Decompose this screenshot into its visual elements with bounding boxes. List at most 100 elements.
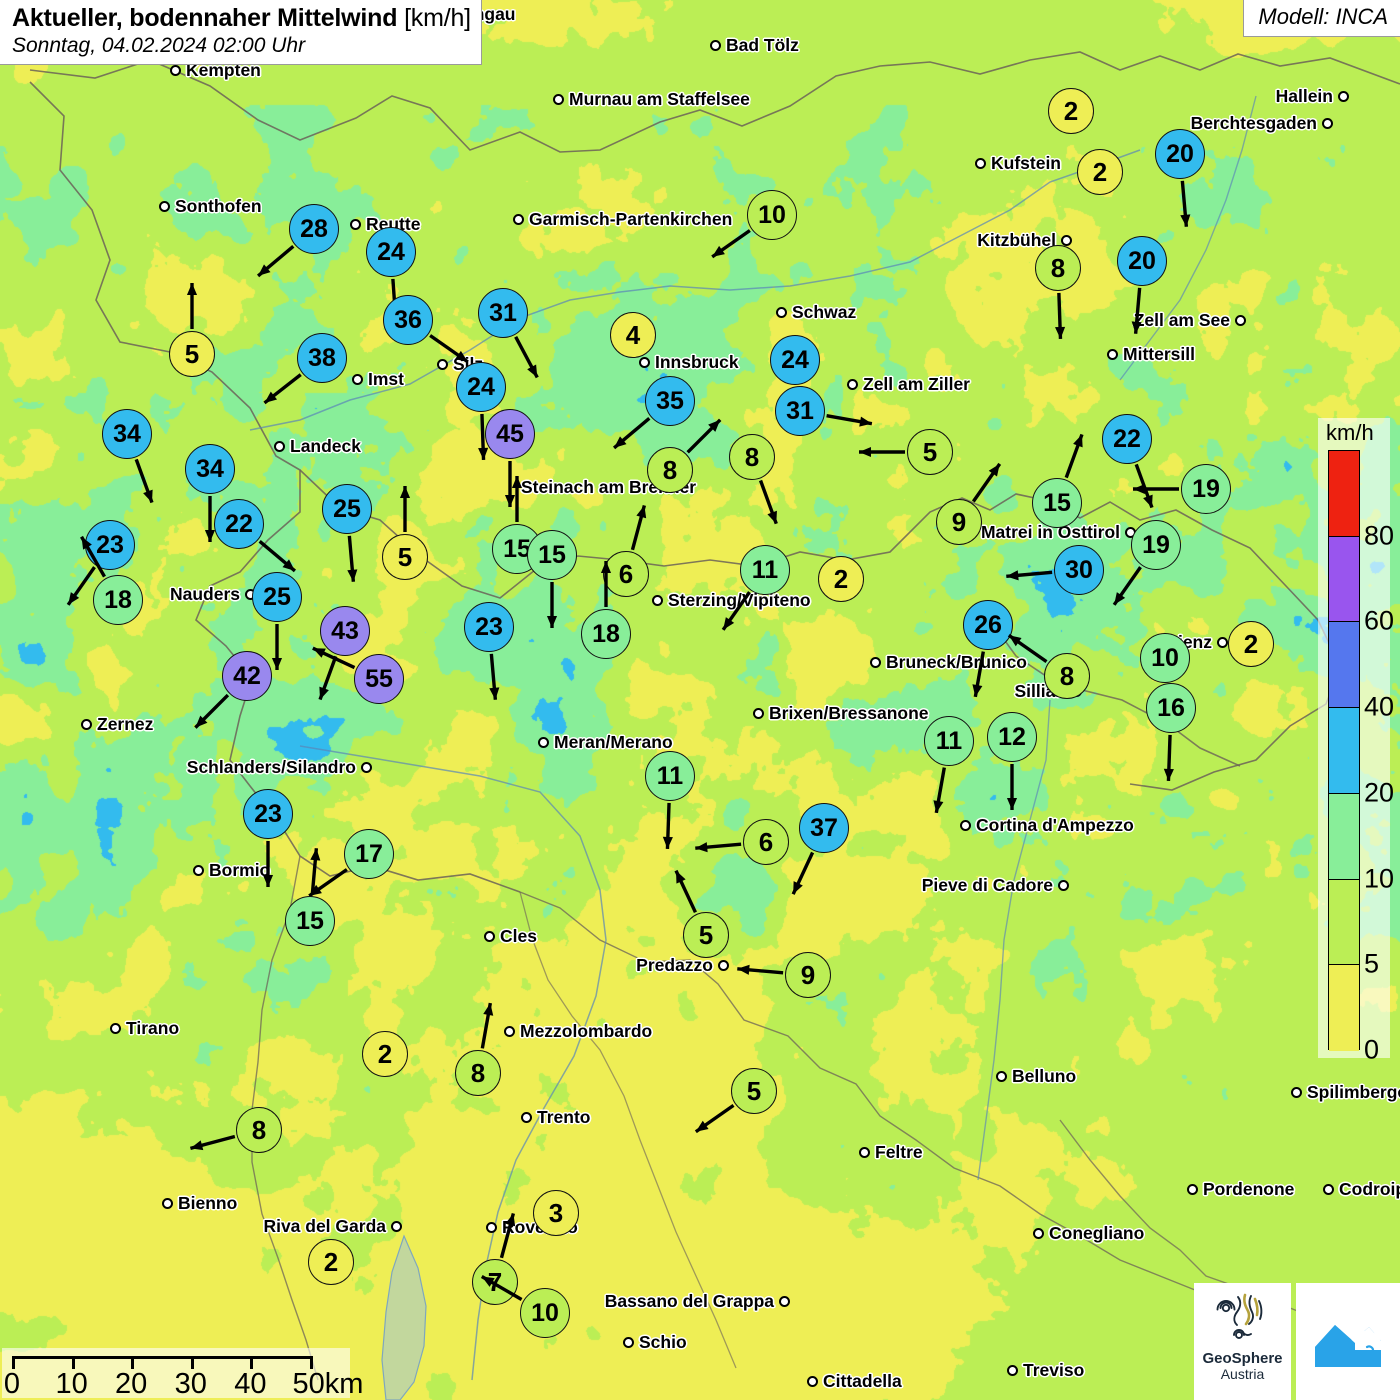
wind-speed-value: 19 (1181, 464, 1231, 514)
wind-speed-value: 9 (936, 499, 982, 545)
scalebar-tick-3 (190, 1356, 194, 1369)
legend-unit-title: km/h (1326, 420, 1374, 445)
wind-speed-value: 30 (1054, 545, 1104, 595)
geosphere-logo-line2: Austria (1220, 1365, 1265, 1382)
wind-speed-value: 24 (456, 362, 506, 412)
wind-speed-value: 2 (1077, 149, 1123, 195)
wind-speed-value: 7 (472, 1259, 518, 1305)
wind-speed-value: 9 (785, 952, 831, 998)
wind-speed-value: 18 (93, 575, 143, 625)
wind-speed-value: 8 (1044, 653, 1090, 699)
wind-speed-value: 5 (382, 534, 428, 580)
scalebar-label-0: 0 (3, 1368, 21, 1400)
wind-speed-value: 8 (729, 434, 775, 480)
wind-speed-value: 19 (1131, 520, 1181, 570)
wind-speed-value: 17 (344, 829, 394, 879)
legend-tick-80: 80 (1364, 520, 1395, 551)
wind-speed-value: 2 (308, 1239, 354, 1285)
wind-speed-value: 3 (533, 1190, 579, 1236)
wind-speed-value: 55 (354, 654, 404, 704)
title-box: Aktueller, bodennaher Mittelwind [km/h] … (0, 0, 482, 65)
title-timestamp: Sonntag, 04.02.2024 02:00 Uhr (12, 34, 306, 57)
legend-band-0-5 (1329, 965, 1359, 1051)
wind-speed-value: 20 (1155, 129, 1205, 179)
wind-speed-value: 34 (102, 409, 152, 459)
wind-speed-value: 15 (1032, 478, 1082, 528)
wind-speed-value: 15 (285, 896, 335, 946)
geosphere-logo: GeoSphere Austria (1194, 1283, 1291, 1400)
wind-speed-value: 22 (214, 499, 264, 549)
wind-speed-value: 43 (320, 606, 370, 656)
scalebar-tick-1 (71, 1356, 75, 1369)
wind-speed-value: 20 (1117, 236, 1167, 286)
scalebar-label-3: 30 (174, 1368, 207, 1400)
wind-speed-value: 4 (610, 312, 656, 358)
mountain-cloud-icon (1315, 1324, 1383, 1367)
page-title: Aktueller, bodennaher Mittelwind [km/h] (12, 4, 471, 33)
wind-speed-value: 5 (169, 331, 215, 377)
legend-band-40-60 (1329, 622, 1359, 709)
legend-tick-0: 0 (1364, 1034, 1380, 1065)
wind-speed-value: 45 (485, 409, 535, 459)
scalebar-tick-2 (131, 1356, 135, 1369)
wind-speed-value: 5 (731, 1068, 777, 1114)
legend-band-60-80 (1329, 536, 1359, 623)
title-unit-text: [km/h] (404, 4, 471, 32)
legend-tick-5: 5 (1364, 948, 1380, 979)
wind-speed-value: 2 (1048, 88, 1094, 134)
wind-speed-value: 11 (645, 751, 695, 801)
title-main-text: Aktueller, bodennaher Mittelwind (12, 4, 398, 32)
wind-speed-value: 31 (775, 386, 825, 436)
wind-speed-value: 28 (289, 204, 339, 254)
wind-speed-value: 22 (1102, 414, 1152, 464)
legend-band-80+ (1329, 451, 1359, 537)
legend-tick-10: 10 (1364, 863, 1395, 894)
legend-band-10-20 (1329, 793, 1359, 880)
wind-speed-value: 5 (683, 912, 729, 958)
wind-speed-value: 23 (85, 520, 135, 570)
legend-band-5-10 (1329, 879, 1359, 966)
wind-speed-value: 8 (455, 1050, 501, 1096)
wind-speed-value: 10 (747, 190, 797, 240)
wind-speed-value: 42 (222, 651, 272, 701)
scalebar-line (12, 1356, 310, 1368)
wind-speed-value: 10 (1140, 633, 1190, 683)
wind-speed-value: 24 (770, 335, 820, 385)
wind-speed-value: 35 (645, 376, 695, 426)
wind-speed-value: 8 (647, 447, 693, 493)
wind-speed-value: 2 (362, 1031, 408, 1077)
wind-speed-value: 37 (799, 803, 849, 853)
wind-speed-value: 18 (581, 609, 631, 659)
wind-speed-value: 10 (520, 1288, 570, 1338)
wind-speed-value: 2 (818, 556, 864, 602)
wind-speed-value: 6 (743, 819, 789, 865)
wind-speed-value: 8 (1035, 245, 1081, 291)
legend-tick-20: 20 (1364, 777, 1395, 808)
scalebar-label-5: 50km (292, 1368, 364, 1400)
wind-speed-value: 38 (297, 333, 347, 383)
legend-band-20-40 (1329, 708, 1359, 794)
wind-speed-value: 31 (478, 288, 528, 338)
wind-speed-value: 26 (963, 600, 1013, 650)
wind-speed-value: 25 (322, 484, 372, 534)
weather-brand-logo (1296, 1283, 1400, 1400)
scalebar-tick-0 (12, 1356, 15, 1369)
wind-speed-value: 11 (924, 716, 974, 766)
wind-speed-value: 34 (185, 444, 235, 494)
wind-speed-value: 8 (236, 1107, 282, 1153)
wind-speed-value: 24 (366, 227, 416, 277)
legend-colorbar (1328, 450, 1360, 1051)
scalebar-label-1: 10 (55, 1368, 88, 1400)
wind-speed-value: 15 (527, 530, 577, 580)
model-label: Modell: INCA (1243, 0, 1400, 37)
wind-speed-value: 6 (603, 551, 649, 597)
wind-speed-value: 2 (1228, 621, 1274, 667)
wind-speed-value: 23 (464, 602, 514, 652)
wind-speed-value: 5 (907, 429, 953, 475)
legend-tick-60: 60 (1364, 605, 1395, 636)
scalebar-label-2: 20 (115, 1368, 148, 1400)
wind-speed-value: 12 (987, 712, 1037, 762)
legend-tick-40: 40 (1364, 691, 1395, 722)
wind-speed-value: 16 (1146, 683, 1196, 733)
